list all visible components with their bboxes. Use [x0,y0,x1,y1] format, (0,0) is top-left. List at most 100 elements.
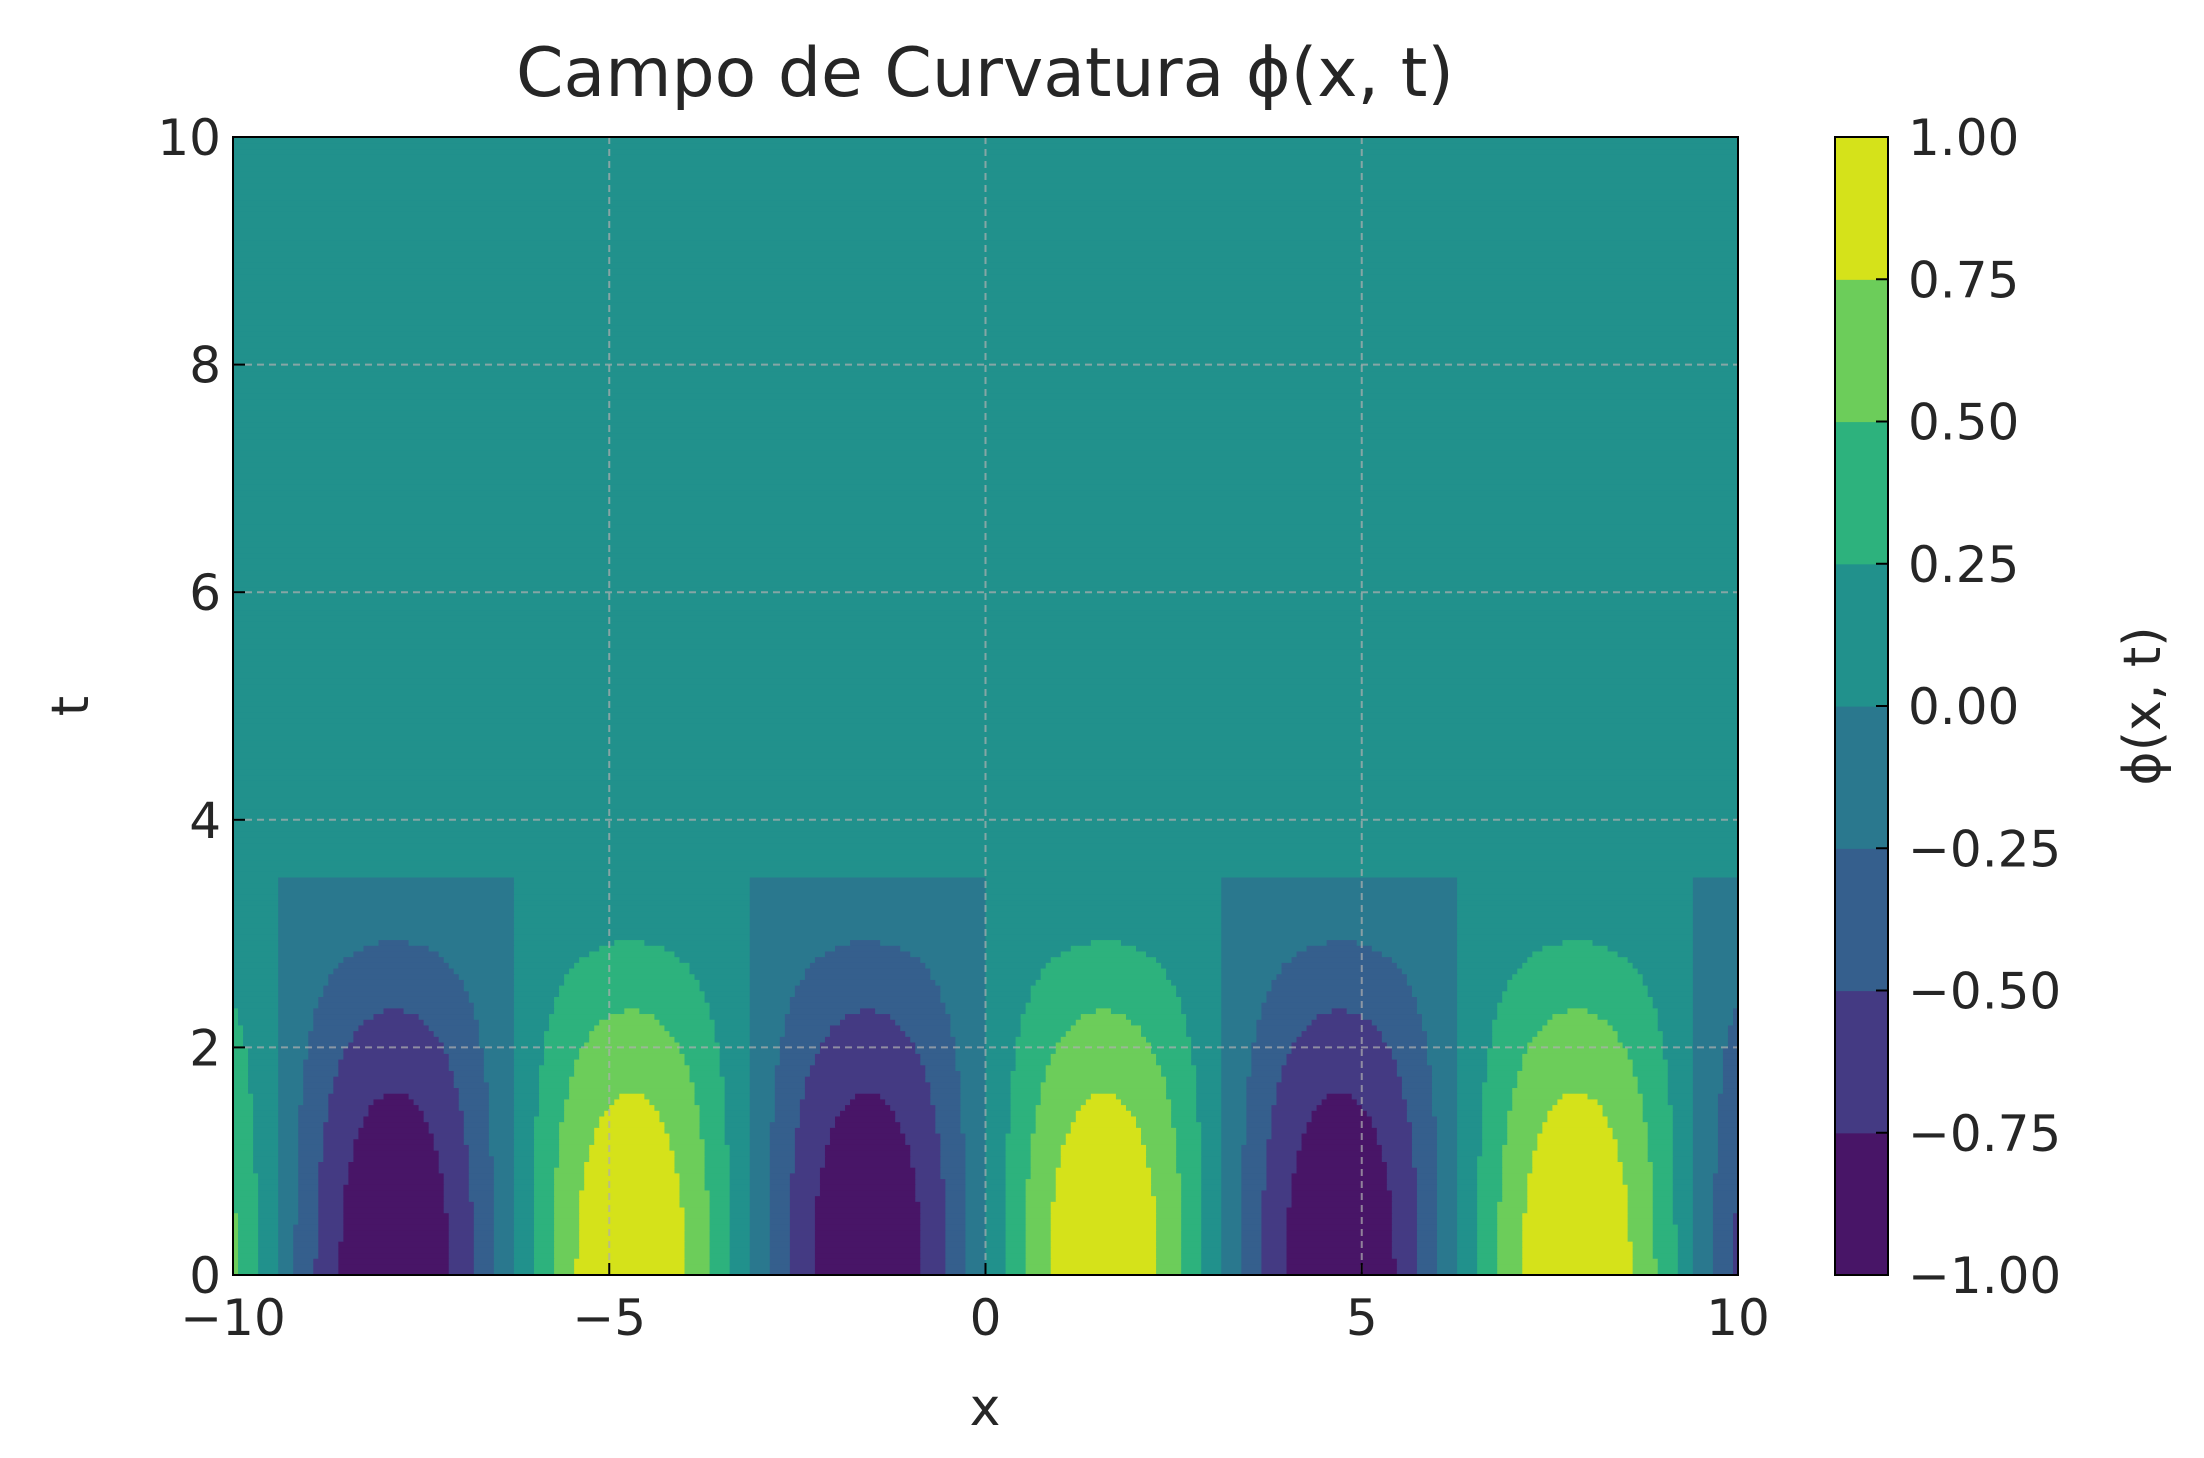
contour-band [1015,1064,1047,1071]
contour-band [463,984,515,992]
contour-band [298,1115,330,1123]
contour-band [1050,1240,1157,1248]
contour-band [749,1127,771,1134]
colorbar-band [1835,1132,1888,1276]
contour-band [564,979,701,986]
contour-band [1431,1092,1458,1100]
contour-band [303,1081,335,1089]
contour-band [1502,1172,1529,1180]
contour-band [333,1075,455,1083]
contour-band [348,1166,440,1174]
contour-band [584,1161,676,1168]
contour-band [789,1229,816,1236]
contour-band [584,1041,681,1049]
contour-band [915,1189,947,1197]
contour-band [719,1053,751,1060]
contour-band [1727,1030,1738,1037]
contour-band [233,939,279,946]
contour-band [699,1104,726,1111]
contour-band [1055,1183,1152,1191]
contour-band [233,1189,259,1197]
contour-band [1030,1149,1062,1157]
contour-band [900,1127,937,1134]
contour-band [1221,922,1458,929]
contour-band [749,1183,771,1191]
contour-band [1030,1161,1062,1168]
contour-band [1717,1132,1738,1140]
contour-band [1457,1144,1483,1151]
contour-band [278,1189,300,1197]
contour-band [278,1087,305,1094]
contour-band [1457,1058,1488,1066]
contour-band [549,1018,601,1026]
contour-band [1221,927,1458,935]
contour-band [1457,996,1504,1003]
contour-band [920,1246,947,1254]
colorbar-band [1835,137,1888,280]
contour-band [749,1024,786,1032]
contour-band [789,1201,816,1208]
contour-band [749,1155,771,1162]
contour-band [318,1218,345,1225]
contour-band [1411,1144,1438,1151]
contour-band [845,1013,891,1020]
contour-band [554,1001,711,1009]
colorbar-label: ϕ(x, t) [2113,626,2173,785]
contour-band [1281,1064,1398,1071]
contour-band [1060,1161,1147,1168]
contour-band [724,1109,751,1117]
contour-band [298,1149,325,1157]
contour-band [945,1263,967,1271]
contour-band [1602,1104,1644,1111]
contour-band [1221,1149,1243,1157]
contour-band [278,1075,305,1083]
contour-band [318,1246,340,1254]
contour-band [1005,1257,1027,1265]
contour-band [724,1104,751,1111]
contour-band [1492,1024,1544,1032]
contour-band [1622,1161,1654,1168]
contour-band [749,1218,771,1225]
contour-band [278,922,515,929]
contour-band [278,1183,300,1191]
contour-band [238,1235,259,1242]
contour-band [1391,1235,1418,1242]
contour-band [1527,956,1629,963]
contour-band [1732,1218,1738,1225]
contour-band [448,1269,475,1275]
contour-band [1457,1257,1478,1265]
contour-band [940,1138,967,1145]
contour-band [1371,944,1458,952]
contour-band [1692,1041,1729,1049]
contour-band [428,1121,465,1128]
contour-band [544,1047,580,1054]
contour-band [448,1235,475,1242]
contour-band [278,1166,300,1174]
contour-band [729,1206,751,1214]
contour-band [534,1195,555,1202]
contour-band [945,1206,967,1214]
contour-band [534,1161,560,1168]
contour-band [488,1109,515,1117]
contour-band [253,1155,279,1162]
contour-band [1201,1240,1223,1248]
contour-band [1522,1064,1634,1071]
contour-band [233,956,279,963]
contour-band [493,1189,515,1197]
contour-band [298,1104,330,1111]
contour-band [534,1172,555,1180]
contour-band [1391,1053,1428,1060]
contour-band [1642,1115,1674,1123]
contour-band [1437,1149,1458,1157]
contour-band [1437,1161,1458,1168]
contour-band [298,1172,320,1180]
contour-band [1672,1149,1694,1157]
contour-band [950,1018,987,1026]
contour-band [278,1013,315,1020]
contour-band [478,1036,515,1043]
contour-band [1221,1127,1248,1134]
contour-band [1306,1127,1378,1134]
contour-band [233,1149,254,1157]
contour-band [910,1161,942,1168]
contour-band [1015,1036,1062,1043]
